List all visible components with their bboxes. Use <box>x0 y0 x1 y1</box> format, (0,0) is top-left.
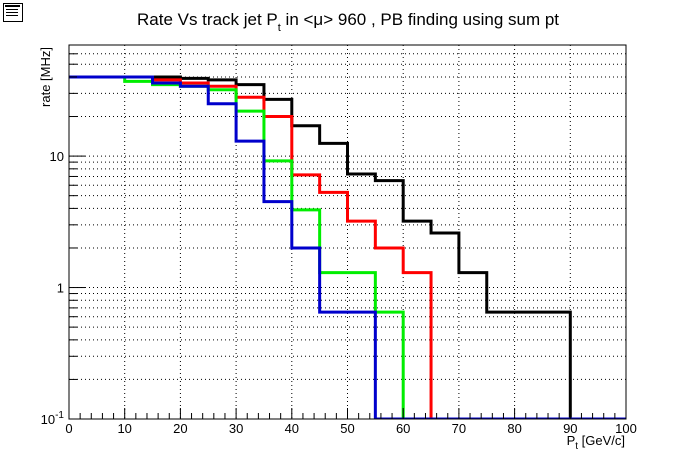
x-tick-label: 0 <box>65 421 72 436</box>
x-tick-label: 80 <box>507 421 521 436</box>
series-line-3 <box>69 75 626 419</box>
x-tick-label: 30 <box>229 421 243 436</box>
x-tick-label: 90 <box>563 421 577 436</box>
series-line-1 <box>69 75 626 419</box>
axis-ticks <box>68 44 627 420</box>
tick-labels: 0 10 20 30 40 50 60 70 80 90 100 10-1 1 10 <box>41 149 637 436</box>
canvas-icon <box>3 3 23 22</box>
series-line-0 <box>69 75 626 419</box>
x-axis-label: Pt [GeV/c] <box>567 433 625 452</box>
series-layer <box>69 75 626 419</box>
x-tick-label: 10 <box>117 421 131 436</box>
y-tick-label: 1 <box>57 281 64 296</box>
grid-lines <box>69 45 626 419</box>
chart-title: Rate Vs track jet Pt in <μ> 960 , PB fin… <box>137 10 559 34</box>
x-tick-label: 20 <box>173 421 187 436</box>
series-line-2 <box>69 75 626 419</box>
y-tick-label: 10-1 <box>41 410 65 427</box>
y-axis-label: rate [MHz] <box>38 47 53 107</box>
y-tick-label: 10 <box>50 149 64 164</box>
x-tick-label: 70 <box>452 421 466 436</box>
x-tick-label: 60 <box>396 421 410 436</box>
x-tick-label: 100 <box>615 421 637 436</box>
x-tick-label: 50 <box>340 421 354 436</box>
x-tick-label: 40 <box>285 421 299 436</box>
